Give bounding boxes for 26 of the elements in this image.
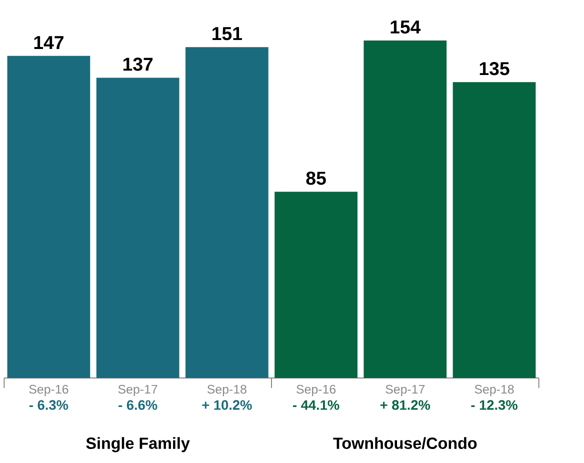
bar — [274, 192, 358, 378]
text: Townhouse/Condo — [333, 437, 477, 450]
text: - 6.6% — [118, 400, 158, 410]
x-tick-label: Sep-18 — [207, 385, 246, 396]
data-label: 135 — [480, 62, 510, 76]
bar — [96, 78, 180, 378]
text: Single Family — [86, 437, 190, 452]
x-tick-label: Sep-17 — [118, 385, 158, 396]
bar — [452, 82, 536, 378]
bar — [364, 40, 447, 378]
x-tick-label: Sep-16 — [296, 385, 336, 396]
data-label: 85 — [306, 172, 326, 186]
data-label: 147 — [34, 36, 64, 50]
text: + 10.2% — [202, 400, 252, 410]
bar — [7, 56, 90, 378]
data-label: 137 — [123, 58, 153, 72]
text: - 12.3% — [471, 400, 518, 410]
text: + 81.2% — [380, 400, 430, 410]
x-tick-label: Sep-17 — [386, 385, 425, 396]
x-tick-label: Sep-18 — [474, 385, 514, 396]
bar — [185, 47, 268, 378]
data-label: 154 — [390, 20, 421, 34]
data-label: 151 — [212, 27, 242, 40]
text: - 44.1% — [293, 400, 340, 410]
x-tick-label: Sep-16 — [29, 385, 68, 396]
text: - 6.3% — [29, 400, 68, 410]
